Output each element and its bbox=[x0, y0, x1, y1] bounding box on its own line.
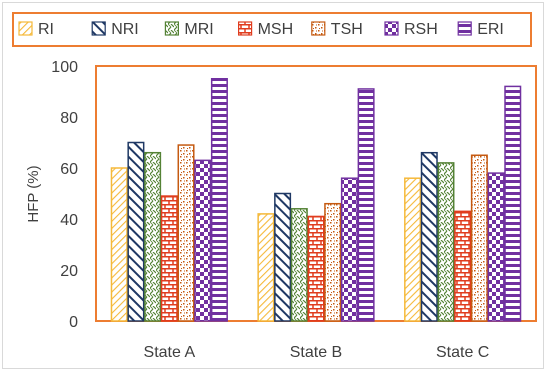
bar-tsh-state-a bbox=[177, 144, 195, 322]
legend-label-rsh: RSH bbox=[404, 21, 438, 38]
bar-rsh-state-b bbox=[340, 177, 358, 322]
y-tick-label: 100 bbox=[51, 59, 78, 76]
legend-label-msh: MSH bbox=[258, 21, 294, 38]
y-axis: 0 20 40 60 80 100 bbox=[51, 59, 78, 331]
y-axis-label: HFP (%) bbox=[25, 165, 42, 222]
bar-nri-state-b bbox=[274, 192, 292, 322]
bar-eri-state-c bbox=[504, 85, 522, 322]
legend-swatch-ri bbox=[18, 21, 33, 36]
bar-rsh-state-a bbox=[194, 159, 212, 322]
bar-eri-state-b bbox=[357, 88, 375, 322]
bar-group bbox=[110, 78, 522, 322]
legend-swatch-rsh bbox=[384, 21, 399, 36]
legend-label-mri: MRI bbox=[184, 21, 213, 38]
legend-swatch-msh bbox=[238, 21, 253, 36]
x-tick-label: State C bbox=[436, 344, 489, 361]
bar-tsh-state-c bbox=[470, 154, 488, 322]
legend-label-nri: NRI bbox=[111, 21, 139, 38]
y-tick-label: 40 bbox=[60, 212, 78, 229]
bar-mri-state-b bbox=[290, 208, 308, 322]
legend-swatch-nri bbox=[91, 21, 106, 36]
legend-swatch-tsh bbox=[311, 21, 326, 36]
bar-msh-state-a bbox=[160, 195, 178, 322]
bar-msh-state-b bbox=[307, 215, 325, 322]
y-tick-label: 80 bbox=[60, 110, 78, 127]
x-tick-label: State A bbox=[144, 344, 196, 361]
legend-label-tsh: TSH bbox=[331, 21, 363, 38]
legend-swatch-mri bbox=[164, 21, 179, 36]
legend-label-ri: RI bbox=[38, 21, 54, 38]
bar-ri-state-c bbox=[404, 177, 422, 322]
bar-mri-state-a bbox=[144, 151, 162, 322]
bar-ri-state-b bbox=[257, 213, 275, 322]
bar-ri-state-a bbox=[110, 167, 128, 322]
bar-tsh-state-b bbox=[324, 202, 342, 322]
bar-msh-state-c bbox=[454, 210, 472, 322]
y-tick-label: 0 bbox=[69, 314, 78, 331]
x-tick-label: State B bbox=[290, 344, 342, 361]
legend-label-eri: ERI bbox=[477, 21, 504, 38]
bar-nri-state-c bbox=[420, 151, 438, 322]
bar-mri-state-c bbox=[437, 162, 455, 322]
x-axis: State A State B State C bbox=[144, 344, 490, 361]
bar-nri-state-a bbox=[127, 141, 145, 322]
legend-swatch-eri bbox=[457, 21, 472, 36]
legend: RI NRI MRI MSH TSH RSH ERI bbox=[18, 21, 504, 38]
bar-eri-state-a bbox=[210, 78, 228, 322]
bar-rsh-state-c bbox=[487, 172, 505, 322]
y-tick-label: 20 bbox=[60, 263, 78, 280]
y-tick-label: 60 bbox=[60, 161, 78, 178]
